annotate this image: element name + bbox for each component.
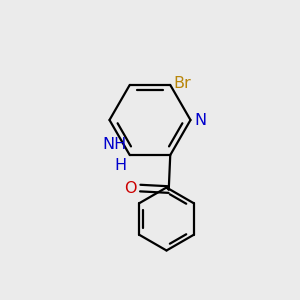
Text: O: O xyxy=(124,181,137,196)
Text: NH: NH xyxy=(102,137,126,152)
Text: N: N xyxy=(194,113,206,128)
Text: H: H xyxy=(114,158,126,173)
Text: Br: Br xyxy=(174,76,192,91)
